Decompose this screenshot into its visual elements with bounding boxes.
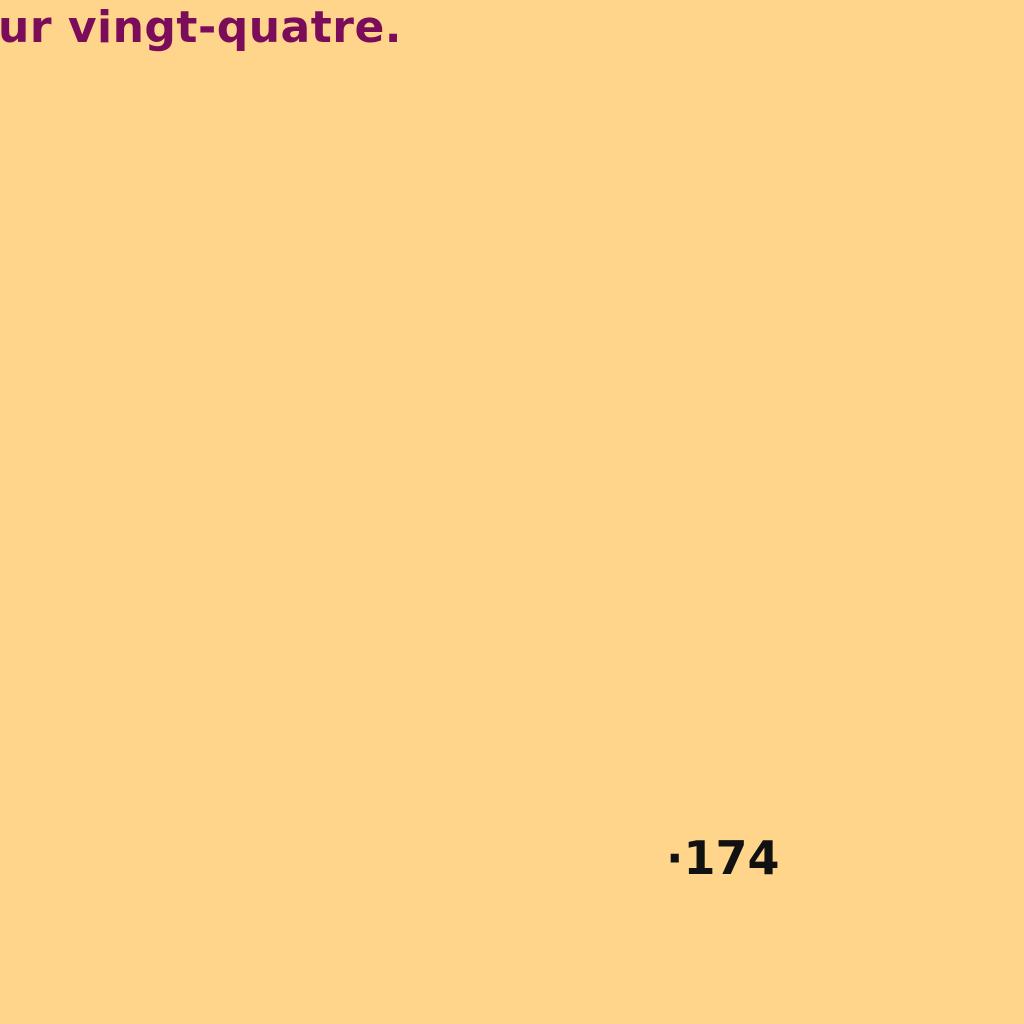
- page-number: ·174: [666, 831, 780, 885]
- heading-text-fragment: ur vingt-quatre.: [0, 2, 403, 53]
